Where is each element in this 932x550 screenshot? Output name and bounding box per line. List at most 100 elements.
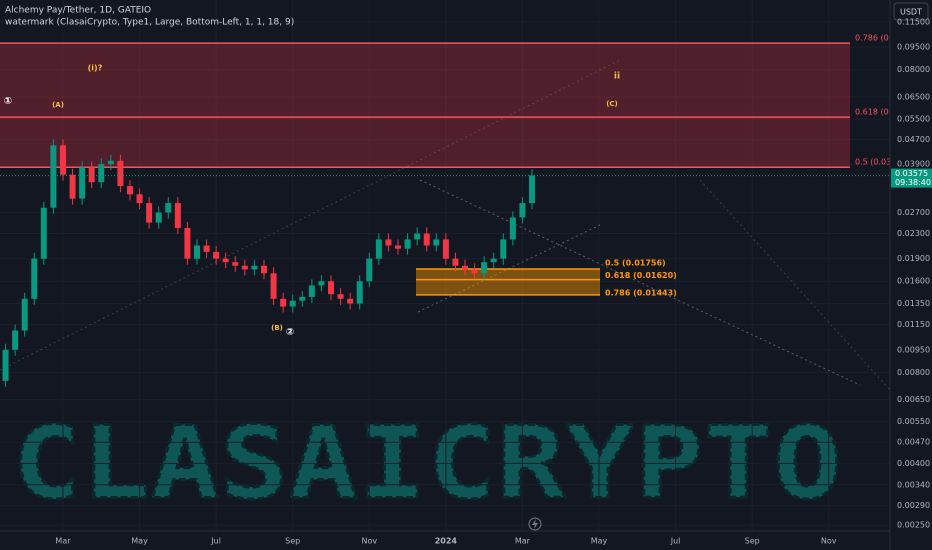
candle	[481, 262, 488, 274]
trend-line	[419, 179, 861, 386]
candle	[251, 265, 258, 270]
fib-layer	[0, 42, 850, 296]
watermark-text: CLASAICRYPTO	[12, 404, 842, 521]
y-tick-label: 0.01900	[897, 254, 930, 263]
y-tick-label: 0.00340	[897, 480, 930, 489]
events-icon-bolt	[532, 519, 538, 529]
candle	[222, 258, 229, 263]
currency-button[interactable]	[893, 2, 929, 21]
candle	[232, 262, 239, 266]
x-tick-label: 2024	[435, 537, 458, 546]
y-tick-label: 0.00250	[897, 521, 930, 530]
axis-layer: 0.11500 0.09500 0.08000 0.06500 0.05500 0.047…	[55, 18, 932, 546]
price-tag	[891, 168, 932, 188]
candle	[270, 273, 277, 299]
candle	[40, 207, 47, 259]
candle	[500, 239, 507, 259]
fib-zone	[0, 43, 850, 168]
fib-label: 0.5 (0.0381	[855, 158, 901, 167]
candle	[12, 330, 19, 350]
x-tick-label: Jul	[210, 537, 221, 546]
indicator-title: watermark (ClasaiCrypto, Type1, Large, B…	[5, 18, 294, 28]
candle	[452, 258, 459, 266]
candle	[385, 239, 392, 246]
candle	[146, 203, 153, 223]
candle	[289, 300, 296, 307]
label-layer: 0.786 (0.09 0.618 (0.05 0.5 (0.0381 0.5 (0.…	[4, 34, 902, 338]
candle	[107, 160, 114, 165]
price-axis	[890, 0, 932, 550]
y-tick-label: 0.02300	[897, 229, 930, 238]
candle	[442, 239, 449, 259]
candle	[433, 239, 440, 246]
price-tag-value: 0.03575	[895, 169, 928, 178]
watermark-layer: CLASAICRYPTO	[11, 403, 844, 523]
candle	[126, 186, 133, 195]
candle	[260, 265, 267, 274]
currency-button-label[interactable]: USDT	[900, 8, 922, 17]
y-tick-label: 0.03900	[897, 160, 930, 169]
candles-layer	[0, 139, 890, 387]
fib-label: 0.786 (0.01443)	[605, 288, 677, 297]
y-tick-label: 0.01600	[897, 277, 930, 286]
candle	[490, 258, 497, 263]
y-tick-label: 0.01150	[897, 320, 930, 329]
wave-label: (C)	[606, 100, 618, 108]
y-tick-label: 0.06500	[897, 93, 930, 102]
y-tick-label: 0.08000	[897, 65, 930, 74]
candle	[165, 203, 172, 213]
candle	[241, 265, 248, 270]
trend-line	[699, 179, 891, 391]
y-tick-label: 0.01350	[897, 299, 930, 308]
candle	[174, 203, 181, 228]
candle	[414, 233, 421, 240]
candle	[366, 258, 373, 282]
price-tag-countdown: 09:38:40	[895, 178, 931, 187]
candle	[31, 258, 38, 299]
candle	[529, 175, 536, 204]
fib-label: 0.618 (0.01620)	[605, 271, 677, 280]
candle	[404, 239, 411, 249]
candle	[423, 233, 430, 246]
fib-zone	[416, 269, 600, 295]
candle	[155, 212, 162, 223]
y-tick-label: 0.00950	[897, 345, 930, 354]
candle	[519, 203, 526, 218]
wave-label: ②	[286, 327, 294, 338]
x-tick-label: Sep	[285, 537, 300, 546]
y-tick-label: 0.00550	[897, 417, 930, 426]
fib-label: 0.786 (0.09	[855, 34, 901, 43]
candle	[347, 298, 354, 304]
wave-label: (B)	[271, 324, 283, 332]
y-tick-label: 0.00470	[897, 438, 930, 447]
candle	[509, 217, 516, 240]
candle	[308, 285, 315, 297]
candle	[462, 265, 469, 270]
candle	[21, 298, 28, 331]
candle	[98, 164, 105, 183]
candle	[69, 174, 76, 199]
candle	[136, 194, 143, 204]
y-tick-label: 0.02700	[897, 208, 930, 217]
wave-label: (i)?	[88, 64, 103, 73]
y-tick-label: 0.00650	[897, 395, 930, 404]
candle	[280, 298, 287, 307]
candle	[2, 349, 9, 381]
candle	[337, 294, 344, 299]
y-tick-label: 0.05500	[897, 114, 930, 123]
y-tick-label: 0.09500	[897, 43, 930, 52]
candle	[356, 281, 363, 304]
candle	[375, 239, 382, 259]
grid-layer	[0, 0, 890, 531]
y-tick-label: 0.00290	[897, 501, 930, 510]
candle	[184, 227, 191, 259]
symbol-title: Alchemy Pay/Tether, 1D, GATEIO	[5, 6, 151, 16]
candle	[79, 167, 86, 199]
x-tick-label: Nov	[821, 537, 837, 546]
candle	[59, 145, 66, 175]
y-tick-label: 0.11500	[897, 18, 930, 27]
x-tick-label: May	[131, 537, 148, 546]
candle	[471, 269, 478, 274]
